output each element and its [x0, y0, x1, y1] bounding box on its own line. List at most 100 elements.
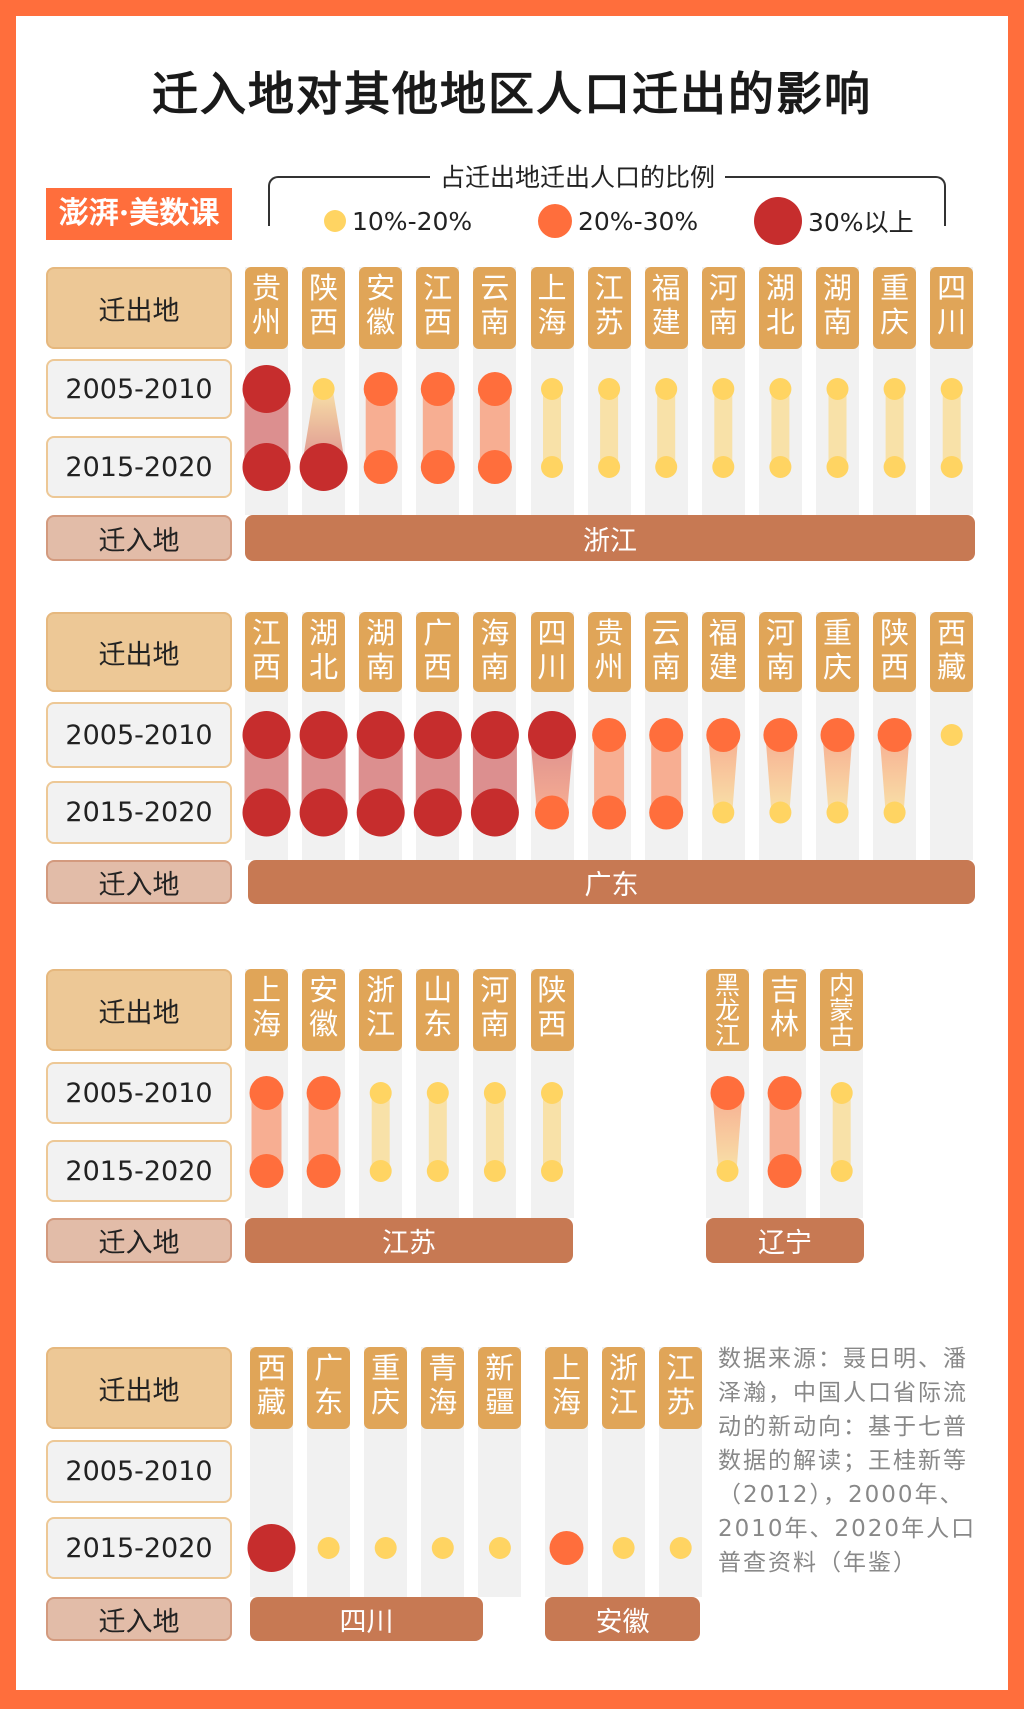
origin-label: 重庆	[364, 1347, 408, 1429]
origin-label: 吉林	[763, 969, 807, 1051]
change-band	[543, 1093, 561, 1171]
origin-label: 黑龙江	[706, 969, 749, 1051]
change-band	[714, 389, 733, 467]
origin-label: 湖南	[359, 612, 403, 692]
change-band	[769, 1093, 800, 1171]
origin-label: 河南	[473, 969, 517, 1051]
dot-2005-2010	[483, 1082, 506, 1104]
dot-2005-2010	[655, 378, 678, 400]
origin-label: 河南	[758, 612, 802, 692]
row-label-period2: 2015-2020	[46, 436, 232, 498]
origin-label: 海南	[473, 612, 517, 692]
destination-bar: 安徽	[545, 1597, 700, 1641]
dot-2015-2020	[830, 1160, 853, 1182]
origin-label: 贵州	[245, 267, 288, 349]
origin-label: 广东	[307, 1347, 351, 1429]
origin-label: 云南	[644, 612, 688, 692]
legend-label: 30%以上	[808, 208, 914, 237]
dot-2015-2020	[369, 1160, 392, 1182]
origin-label: 河南	[701, 267, 745, 349]
destination-bar: 辽宁	[706, 1218, 864, 1263]
destination-bar: 广东	[248, 860, 975, 904]
dot-2005-2010	[249, 1076, 284, 1110]
change-band	[822, 735, 853, 813]
origin-label: 贵州	[587, 612, 631, 692]
dot-2005-2010	[541, 1082, 563, 1104]
row-label-period1: 2005-2010	[46, 1062, 232, 1124]
dot-2005-2010	[820, 718, 855, 752]
origin-label: 广西	[416, 612, 460, 692]
dot-2015-2020	[549, 1531, 584, 1565]
origin-label: 上海	[530, 267, 574, 349]
change-band	[765, 735, 796, 813]
dot-2015-2020	[592, 795, 627, 830]
dot-2005-2010	[592, 718, 627, 752]
origin-label: 陕西	[873, 612, 917, 692]
dot-2005-2010	[712, 378, 735, 400]
legend-dot-2	[538, 204, 572, 238]
row-label-destination: 迁入地	[46, 1597, 232, 1641]
origin-label: 安徽	[302, 969, 346, 1051]
origin-label: 上海	[245, 969, 288, 1051]
dot-2005-2010	[477, 372, 512, 406]
source-note: 数据来源：聂日明、潘泽瀚，中国人口省际流动的新动向：基于七普数据的解读；王桂新等…	[718, 1346, 977, 1576]
dot-2015-2020	[317, 1537, 340, 1559]
dot-2015-2020	[716, 1160, 739, 1182]
origin-label: 重庆	[873, 267, 917, 349]
dot-2015-2020	[306, 1154, 341, 1188]
change-band	[885, 389, 904, 467]
legend-dot-1	[324, 210, 346, 232]
origin-label: 湖北	[758, 267, 802, 349]
row-label-period1: 2005-2010	[46, 359, 232, 419]
dot-2015-2020	[413, 788, 462, 837]
dot-2005-2010	[470, 711, 519, 759]
origin-label: 青海	[421, 1347, 465, 1429]
row-label-destination: 迁入地	[46, 860, 232, 904]
change-band	[708, 735, 739, 813]
change-band	[251, 1093, 282, 1171]
origin-label: 湖南	[816, 267, 859, 349]
row-label-period2: 2015-2020	[46, 1140, 232, 1202]
origin-label: 云南	[473, 267, 517, 349]
dot-2015-2020	[655, 456, 678, 478]
origin-label: 湖北	[302, 612, 346, 692]
origin-label: 福建	[644, 267, 688, 349]
origin-label: 浙江	[359, 969, 403, 1051]
destination-bar: 四川	[250, 1597, 483, 1641]
legend-label: 20%-30%	[578, 206, 699, 236]
row-label-period1: 2005-2010	[46, 702, 232, 768]
change-band	[651, 735, 682, 813]
origin-label: 江西	[416, 267, 460, 349]
row-label-period2: 2015-2020	[46, 1517, 232, 1579]
change-band	[832, 1093, 851, 1171]
dot-2005-2010	[883, 378, 906, 400]
origin-label: 重庆	[816, 612, 859, 692]
change-band	[308, 1093, 339, 1171]
dot-2015-2020	[769, 801, 792, 824]
dot-2005-2010	[940, 724, 963, 746]
dot-2015-2020	[767, 1154, 802, 1188]
dot-2015-2020	[477, 450, 512, 484]
dot-2015-2020	[712, 801, 735, 824]
row-label-origin: 迁出地	[46, 1347, 232, 1429]
change-band	[657, 389, 676, 467]
change-band	[543, 389, 561, 467]
dot-2015-2020	[883, 801, 906, 824]
dot-2015-2020	[883, 456, 906, 478]
dot-2005-2010	[710, 1076, 745, 1110]
dot-2015-2020	[598, 456, 621, 478]
row-label-origin: 迁出地	[46, 612, 232, 692]
change-band	[479, 389, 510, 467]
dot-2015-2020	[488, 1537, 511, 1559]
dot-2005-2010	[649, 718, 684, 752]
origin-label: 浙江	[602, 1347, 646, 1429]
logo: 澎湃·美数课	[46, 188, 232, 240]
change-band	[371, 1093, 390, 1171]
dot-2005-2010	[369, 1082, 392, 1104]
legend-item: 30%以上	[748, 197, 920, 245]
dot-2015-2020	[356, 788, 405, 837]
origin-label: 西藏	[250, 1347, 293, 1429]
change-band	[828, 389, 847, 467]
dot-2005-2010	[356, 711, 405, 759]
